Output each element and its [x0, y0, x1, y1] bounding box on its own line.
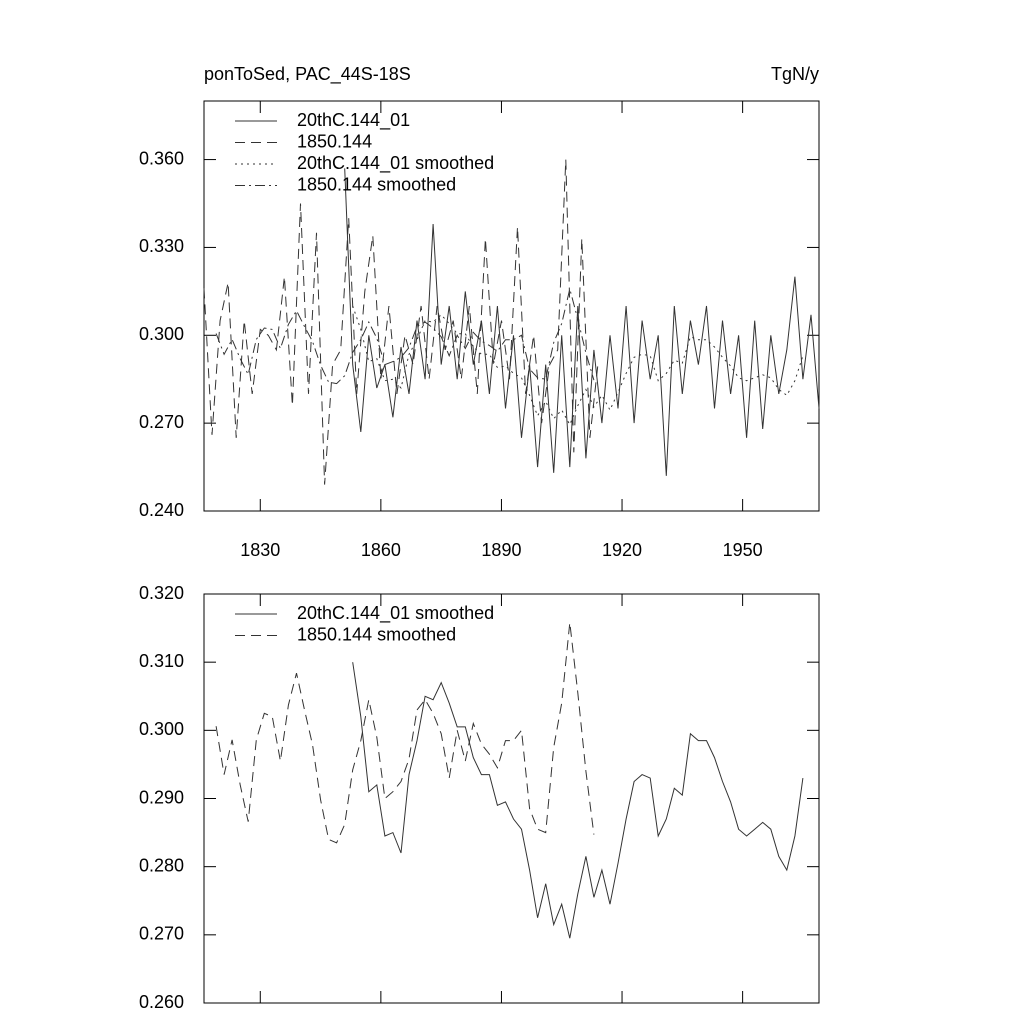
y-tick-label: 0.290	[139, 787, 184, 807]
series-line	[352, 305, 804, 426]
legend-label: 20thC.144_01 smoothed	[297, 153, 494, 174]
chart-title: ponToSed, PAC_44S-18S	[204, 64, 411, 85]
y-tick-label: 0.310	[139, 651, 184, 671]
y-tick-label: 0.260	[139, 992, 184, 1012]
series-line	[215, 622, 595, 844]
units-label: TgN/y	[771, 64, 819, 84]
series-line	[352, 662, 804, 939]
x-tick-label: 1860	[361, 540, 401, 560]
x-tick-label: 1950	[723, 540, 763, 560]
x-tick-label: 1890	[481, 540, 521, 560]
y-tick-label: 0.270	[139, 412, 184, 432]
legend-label: 20thC.144_01	[297, 110, 410, 131]
x-tick-label: 1920	[602, 540, 642, 560]
series-line	[215, 288, 595, 385]
legend-label: 20thC.144_01 smoothed	[297, 603, 494, 624]
plot-frame	[203, 593, 820, 1004]
y-tick-label: 0.270	[139, 924, 184, 944]
legend-label: 1850.144	[297, 131, 372, 151]
y-tick-label: 0.320	[139, 583, 184, 603]
y-tick-label: 0.360	[139, 148, 184, 168]
legend-label: 1850.144 smoothed	[297, 624, 456, 644]
series-line	[203, 159, 599, 485]
y-tick-label: 0.300	[139, 324, 184, 344]
y-tick-label: 0.330	[139, 236, 184, 256]
y-tick-label: 0.300	[139, 719, 184, 739]
x-tick-label: 1830	[240, 540, 280, 560]
legend-label: 1850.144 smoothed	[297, 174, 456, 194]
y-tick-label: 0.280	[139, 855, 184, 875]
series-line	[344, 168, 820, 476]
y-tick-label: 0.240	[139, 500, 184, 520]
plot-frame	[203, 100, 820, 512]
